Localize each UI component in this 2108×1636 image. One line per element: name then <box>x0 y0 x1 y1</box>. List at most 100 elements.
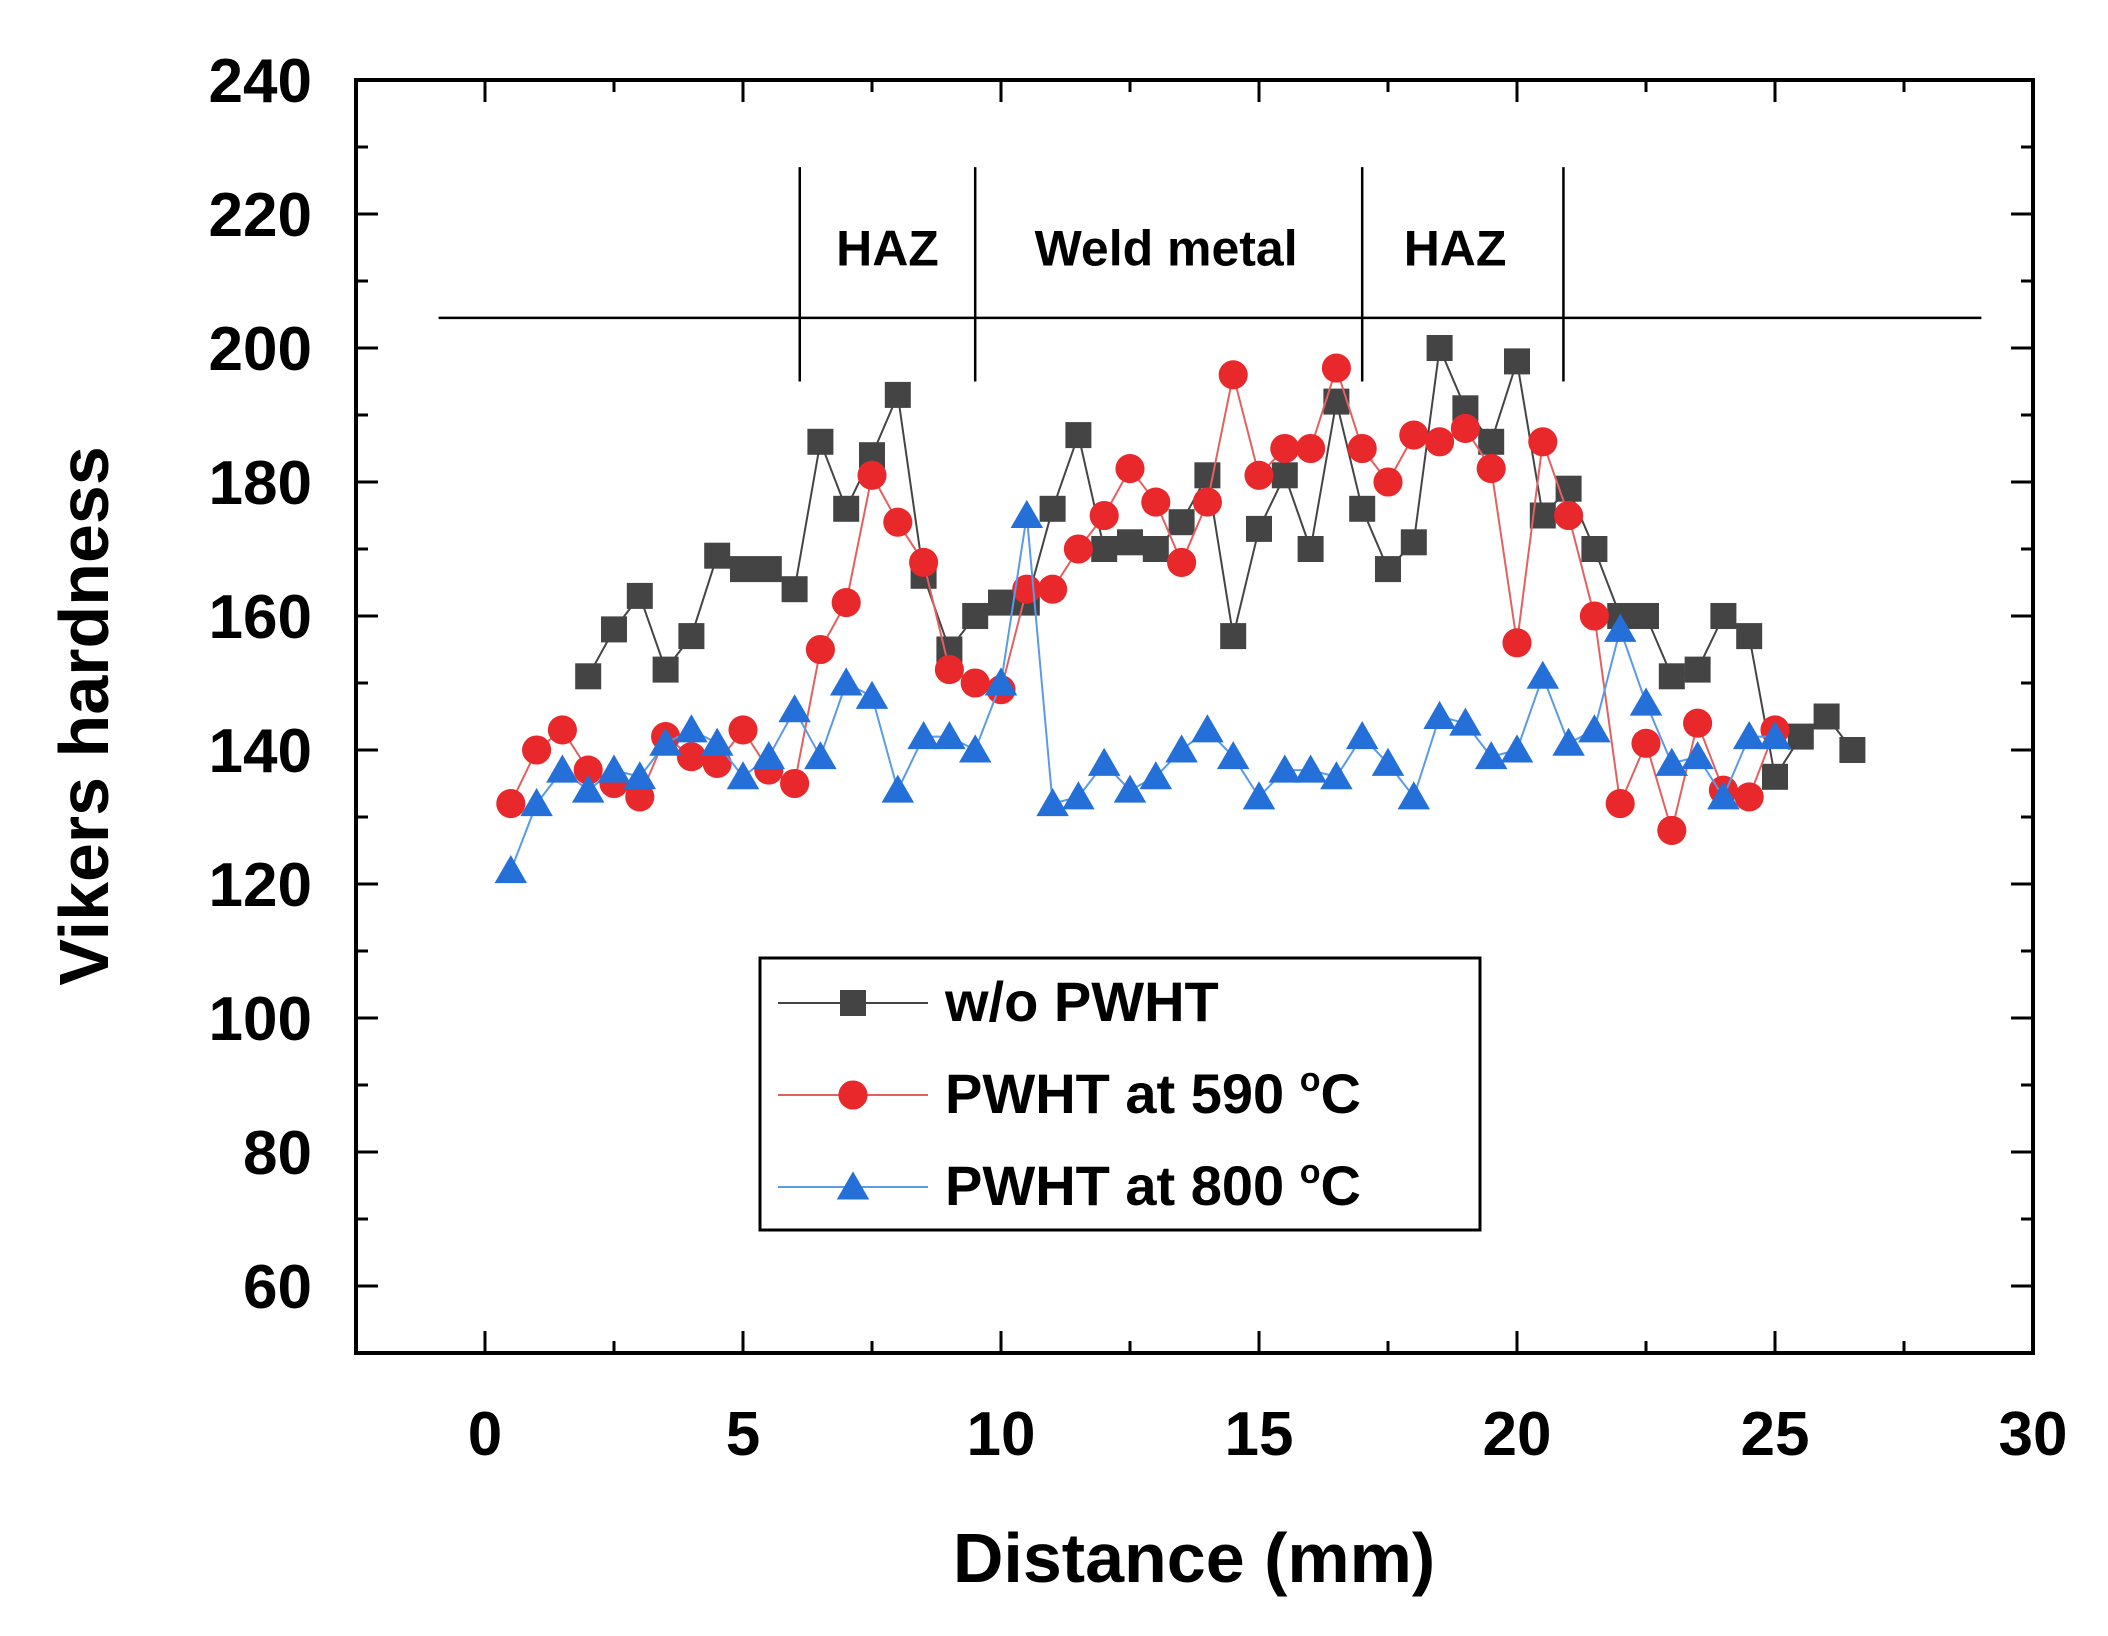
data-point <box>1323 388 1350 415</box>
legend-sample-marker <box>836 1171 870 1200</box>
data-point <box>1321 353 1351 383</box>
data-point <box>546 754 579 783</box>
y-tick-labels: 60 80 100 120 140 160 180 200 220 240 <box>209 47 312 1322</box>
data-point <box>1218 360 1248 390</box>
data-point <box>547 715 577 745</box>
data-point <box>1710 603 1737 629</box>
legend-800-unit: C <box>1321 1154 1361 1217</box>
data-point <box>1371 747 1405 776</box>
data-point <box>884 381 911 408</box>
data-point <box>522 735 552 765</box>
legend-entry-pwht-590: PWHT at 590 oC <box>945 1061 1361 1125</box>
data-point <box>1242 781 1276 810</box>
data-point <box>1141 487 1171 517</box>
data-point <box>755 556 782 583</box>
data-point <box>1581 536 1608 562</box>
data-point <box>623 761 657 790</box>
y-tick-label: 80 <box>243 1119 312 1188</box>
data-point <box>1683 708 1713 738</box>
data-point <box>597 754 631 783</box>
data-point <box>984 667 1018 696</box>
data-point <box>1010 499 1044 528</box>
data-point <box>881 774 915 803</box>
data-point <box>1736 623 1763 650</box>
data-point <box>1423 700 1456 729</box>
data-point <box>678 623 705 650</box>
data-point <box>778 694 811 723</box>
plot-frame <box>354 78 2035 1355</box>
data-point <box>1167 547 1197 577</box>
legend-800-degree: o <box>1300 1153 1321 1191</box>
data-point <box>1681 741 1714 770</box>
x-tick-label: 30 <box>1999 1400 2068 1469</box>
data-point <box>1270 433 1300 464</box>
data-point <box>1657 815 1687 845</box>
y-tick-label: 180 <box>209 449 312 518</box>
data-point <box>1347 433 1377 464</box>
data-point <box>960 668 990 698</box>
data-point <box>704 542 731 569</box>
data-point <box>829 667 863 696</box>
data-point <box>649 727 682 756</box>
x-tick-label: 20 <box>1483 1400 1552 1469</box>
data-point <box>1345 721 1379 750</box>
data-point <box>1216 741 1250 770</box>
data-point <box>1426 335 1453 361</box>
y-tick-label: 140 <box>209 717 312 786</box>
data-point <box>1552 727 1585 756</box>
series-0 <box>575 335 1866 790</box>
data-point <box>1579 601 1609 631</box>
data-point <box>1707 781 1740 810</box>
data-point <box>1476 454 1506 484</box>
data-point <box>1296 433 1326 464</box>
data-point <box>1039 495 1066 522</box>
data-point <box>1271 462 1298 489</box>
data-point <box>1168 509 1195 536</box>
data-point <box>1165 734 1198 763</box>
data-point <box>571 774 605 803</box>
data-point <box>1244 460 1274 490</box>
data-point <box>781 576 808 603</box>
legend-800-main: PWHT at 800 <box>945 1154 1300 1217</box>
data-point <box>675 714 708 743</box>
axis-ticks <box>354 78 2035 1355</box>
data-point <box>1603 613 1637 642</box>
data-point <box>1500 734 1534 763</box>
data-point <box>652 656 679 683</box>
data-point <box>1038 574 1068 604</box>
data-point <box>1375 556 1401 583</box>
data-point <box>909 547 939 577</box>
y-tick-label: 120 <box>209 851 312 920</box>
data-point <box>1474 741 1508 770</box>
data-point <box>1578 714 1611 743</box>
data-point <box>1629 687 1663 716</box>
data-point <box>494 855 528 884</box>
data-point <box>700 727 734 756</box>
data-point <box>1294 754 1327 783</box>
data-point <box>1113 774 1147 803</box>
data-point <box>626 582 653 609</box>
data-point <box>1631 728 1661 758</box>
data-point <box>857 460 887 490</box>
data-point <box>496 789 526 819</box>
data-point <box>1091 536 1118 562</box>
data-point <box>1373 467 1403 497</box>
data-point <box>933 721 966 750</box>
data-point <box>805 634 835 665</box>
y-tick-label: 200 <box>209 315 312 384</box>
data-point <box>1089 500 1119 531</box>
y-tick-label: 160 <box>209 583 312 652</box>
series-line <box>509 515 1775 871</box>
data-point <box>1320 761 1353 790</box>
data-point <box>575 663 602 690</box>
data-point <box>962 603 989 629</box>
data-point <box>1449 707 1482 736</box>
data-point <box>780 768 810 799</box>
series-1 <box>496 353 1790 845</box>
x-tick-label: 10 <box>967 1400 1036 1469</box>
data-point <box>1087 747 1121 776</box>
data-point <box>1655 747 1689 776</box>
zone-label: HAZ <box>1404 221 1507 277</box>
data-point <box>1813 703 1840 730</box>
